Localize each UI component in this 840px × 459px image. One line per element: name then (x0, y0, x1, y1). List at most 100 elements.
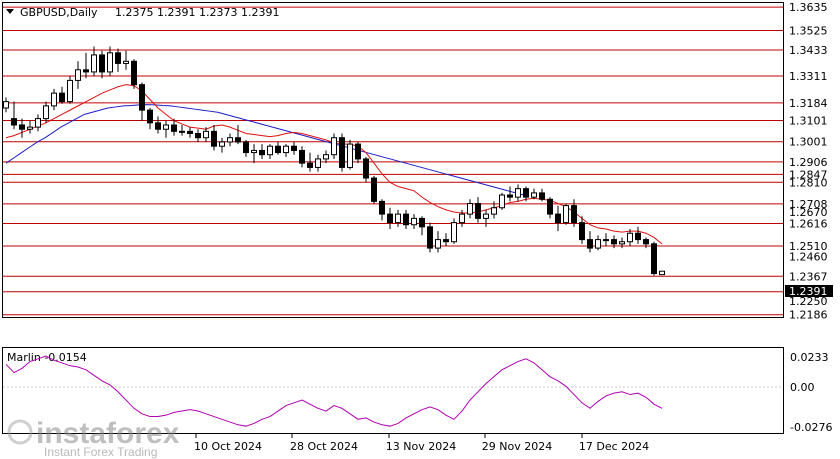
candle-body-25 (203, 130, 209, 139)
candle-body-55 (443, 239, 449, 243)
current-price-tag-bg (785, 285, 833, 297)
candle-body-72 (579, 222, 585, 241)
candle-body-16 (131, 60, 137, 86)
candle-body-64 (515, 188, 521, 198)
indicator-level-top: 0.0233 (790, 351, 829, 364)
candle-body-35 (283, 145, 289, 154)
axis-tick-1: 1.2460 (789, 251, 828, 264)
level-label-8: 1.2847 (789, 168, 828, 181)
level-label-13: 1.2367 (789, 270, 828, 283)
candle-body-79 (635, 232, 641, 241)
candle-body-58 (467, 203, 473, 215)
level-label-9: 1.2810 (789, 176, 828, 189)
candle-body-14 (115, 52, 121, 64)
candle-body-22 (179, 130, 185, 133)
candle-body-62 (499, 194, 505, 209)
axis-tick-0: 1.2670 (789, 206, 828, 219)
level-label-6: 1.3001 (789, 136, 828, 149)
candle-body-5 (43, 105, 49, 120)
candle-body-19 (155, 122, 161, 130)
watermark-logo: instaforex Instant Forex Trading (7, 417, 180, 459)
collapse-triangle-icon[interactable] (6, 9, 14, 14)
candle-body-53 (427, 226, 433, 249)
candle-body-31 (251, 149, 257, 154)
candles (3, 46, 665, 276)
watermark-tagline: Instant Forex Trading (44, 445, 157, 459)
candle-body-34 (275, 145, 281, 154)
candle-body-56 (451, 222, 457, 243)
candle-body-30 (243, 141, 249, 154)
candle-body-76 (611, 239, 617, 245)
level-label-15: 1.2186 (789, 309, 828, 322)
level-label-7: 1.2906 (789, 156, 828, 169)
candle-body-48 (387, 213, 393, 224)
candle-body-44 (355, 143, 361, 160)
candle-body-2 (19, 124, 25, 130)
watermark-logo-icon (7, 419, 33, 445)
candle-body-57 (459, 213, 465, 224)
candle-body-1 (11, 118, 17, 126)
indicator-level-bottom: -0.0276 (790, 421, 832, 434)
candle-body-23 (187, 130, 193, 134)
current-price-label: 1.2391 (789, 285, 828, 298)
candle-body-47 (379, 200, 385, 215)
level-label-1: 1.3525 (789, 25, 828, 38)
candle-body-11 (91, 54, 97, 73)
oscillator-line (5, 355, 663, 427)
candle-body-75 (603, 239, 609, 242)
candle-body-24 (195, 132, 201, 139)
candle-body-6 (51, 92, 57, 107)
candle-body-28 (227, 137, 233, 143)
candle-body-36 (291, 145, 297, 151)
candle-body-27 (219, 141, 225, 147)
level-label-2: 1.3433 (789, 44, 828, 57)
axis-ticks: 1.2670 1.2460 1.2250 (789, 206, 828, 308)
candle-body-20 (163, 124, 169, 130)
axis-tick-2: 1.2250 (789, 295, 828, 308)
candle-body-15 (123, 60, 129, 64)
candle-body-21 (171, 124, 177, 132)
date-label-2: 13 Nov 2024 (386, 440, 456, 453)
candle-body-38 (307, 162, 313, 168)
candle-body-67 (539, 192, 545, 200)
candle-body-82 (659, 270, 665, 276)
candle-body-39 (315, 158, 321, 168)
candle-body-42 (339, 137, 345, 168)
candle-body-81 (651, 243, 657, 275)
candle-body-32 (259, 149, 265, 156)
date-label-0: 10 Oct 2024 (194, 440, 262, 453)
candle-body-3 (27, 126, 33, 130)
chart-header: GBPUSD,Daily 1.2375 1.2391 1.2373 1.2391 (6, 6, 279, 19)
candle-body-8 (67, 79, 73, 103)
indicator-label: Marlin -0.0154 (7, 351, 87, 364)
date-label-4: 17 Dec 2024 (579, 440, 649, 453)
candle-body-43 (347, 143, 353, 168)
candle-body-0 (3, 101, 9, 109)
ohlc-readout: 1.2375 1.2391 1.2373 1.2391 (115, 6, 279, 19)
candle-body-12 (99, 54, 105, 73)
level-label-12: 1.2510 (789, 240, 828, 253)
candle-body-13 (107, 52, 113, 73)
candle-body-37 (299, 149, 305, 164)
indicator-pane-frame (2, 347, 784, 434)
candle-body-73 (587, 239, 593, 249)
candle-body-66 (531, 192, 537, 198)
level-label-5: 1.3101 (789, 115, 828, 128)
candle-body-74 (595, 239, 601, 249)
candle-body-10 (83, 69, 89, 73)
date-axis: 10 Oct 2024 28 Oct 2024 13 Nov 2024 29 Nov … (194, 434, 649, 453)
level-label-11: 1.2616 (789, 217, 828, 230)
level-label-10: 1.2708 (789, 198, 828, 211)
candle-body-4 (35, 118, 41, 128)
candle-body-50 (403, 213, 409, 226)
candle-body-61 (491, 207, 497, 215)
candle-body-80 (643, 239, 649, 245)
candle-body-9 (75, 69, 81, 81)
candle-body-26 (211, 130, 217, 147)
level-label-4: 1.3184 (789, 97, 828, 110)
candle-body-65 (523, 188, 529, 198)
level-label-3: 1.3311 (789, 70, 828, 83)
candle-body-51 (411, 217, 417, 226)
candle-body-7 (59, 92, 65, 103)
